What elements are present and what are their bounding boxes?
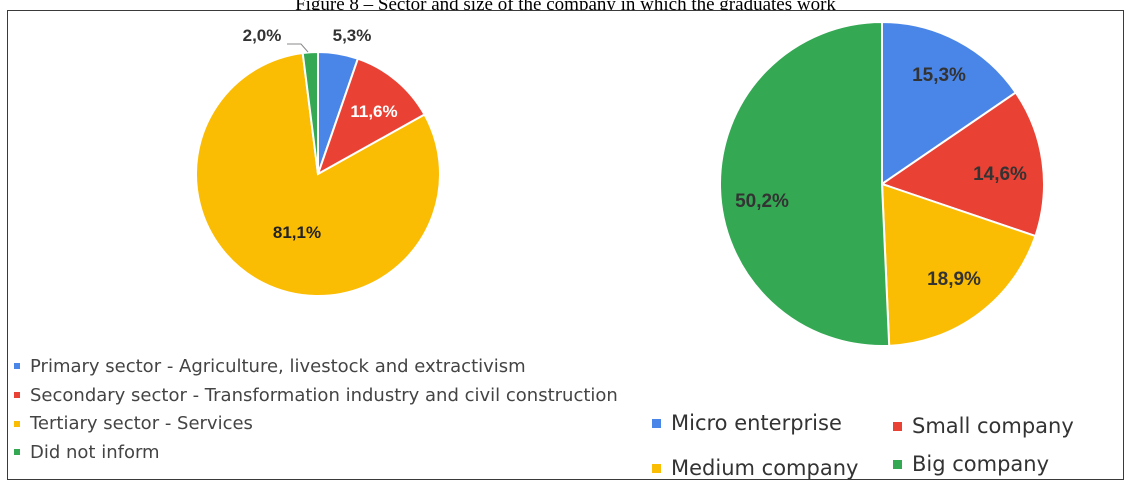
legend-label: Big company	[912, 452, 1050, 476]
sector-pie-chart: 5,3% 11,6% 81,1% 2,0%	[195, 26, 441, 297]
size-data-label: 50,2%	[735, 191, 789, 212]
sector-data-label: 81,1%	[273, 223, 321, 242]
legend-swatch	[893, 421, 902, 431]
size-legend-item: Small company	[893, 414, 1074, 438]
sector-legend-item: Secondary sector - Transformation indust…	[14, 381, 618, 410]
size-data-label: 14,6%	[973, 164, 1027, 185]
legend-swatch	[652, 418, 661, 428]
legend-label: Primary sector - Agriculture, livestock …	[30, 355, 526, 377]
legend-label: Small company	[912, 414, 1074, 438]
legend-swatch	[14, 363, 20, 370]
legend-swatch	[14, 420, 20, 427]
legend-label: Tertiary sector - Services	[30, 413, 253, 435]
legend-label: Micro enterprise	[671, 411, 842, 435]
legend-label: Medium company	[671, 456, 859, 480]
sector-data-label: 5,3%	[333, 26, 372, 45]
size-data-label: 18,9%	[927, 269, 981, 290]
sector-legend-item: Did not inform	[14, 438, 618, 467]
sector-legend-item: Tertiary sector - Services	[14, 409, 618, 438]
sector-slice-2	[195, 51, 441, 297]
size-legend-item: Micro enterprise	[652, 411, 842, 435]
size-slice-0	[881, 20, 1018, 186]
sector-legend-item: Primary sector - Agriculture, livestock …	[14, 352, 618, 381]
size-slice-2	[880, 182, 1037, 347]
sector-data-label: 2,0%	[243, 26, 282, 45]
legend-label: Did not inform	[30, 441, 160, 463]
sector-slice-1	[316, 57, 426, 177]
legend-swatch	[14, 392, 20, 399]
sector-legend: Primary sector - Agriculture, livestock …	[14, 352, 618, 467]
size-slice-3	[719, 20, 891, 347]
legend-swatch	[652, 463, 661, 473]
legend-swatch	[893, 459, 902, 469]
sector-slice-3	[301, 50, 319, 175]
size-slice-1	[879, 91, 1045, 238]
size-data-label: 15,3%	[912, 65, 966, 86]
size-pie-chart: 15,3% 14,6% 18,9% 50,2%	[719, 20, 1045, 347]
size-legend-item: Medium company	[652, 456, 858, 480]
legend-swatch	[14, 449, 20, 456]
legend-label: Secondary sector - Transformation indust…	[30, 384, 618, 406]
sector-data-label: 11,6%	[350, 102, 397, 121]
size-legend-item: Big company	[893, 452, 1049, 476]
leader-line	[287, 43, 309, 53]
